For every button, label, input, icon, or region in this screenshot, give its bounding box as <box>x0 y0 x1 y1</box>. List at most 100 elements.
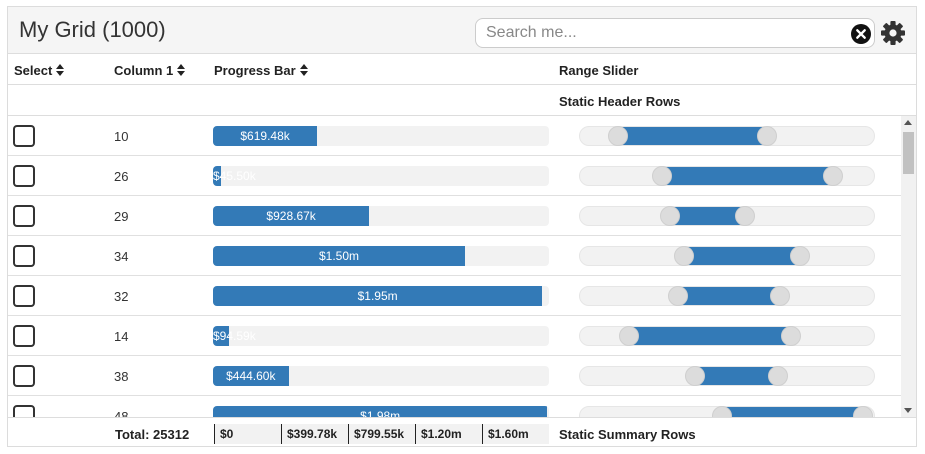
range-slider[interactable] <box>579 206 875 226</box>
range-selection <box>661 167 833 185</box>
progress-label: $619.48k <box>240 129 290 143</box>
progress-bar: $1.50m <box>213 246 549 266</box>
column1-cell: 29 <box>114 209 129 224</box>
range-slider[interactable] <box>579 246 875 266</box>
progress-fill: $444.60k <box>213 366 289 386</box>
range-handle-high[interactable] <box>734 206 755 226</box>
progress-summary: $0 $399.78k $799.55k $1.20m $1.60m <box>214 424 549 444</box>
range-slider[interactable] <box>579 366 875 386</box>
grid-body: 10 $619.48k 26 $45.50k 29 $928.67k 34 $1.50m 32 $… <box>8 116 901 417</box>
row-select-checkbox[interactable] <box>13 325 35 347</box>
scroll-up-arrow-icon[interactable] <box>904 120 912 125</box>
range-selection <box>694 367 778 385</box>
range-handle-low[interactable] <box>673 246 694 266</box>
range-selection <box>683 247 800 265</box>
table-row: 29 $928.67k <box>8 196 901 236</box>
row-select-checkbox[interactable] <box>13 165 35 187</box>
column1-cell: 32 <box>114 289 129 304</box>
range-handle-high[interactable] <box>767 366 788 386</box>
range-selection <box>678 287 781 305</box>
column1-cell: 14 <box>114 329 129 344</box>
column-header-range: Range Slider <box>559 63 639 78</box>
table-row: 10 $619.48k <box>8 116 901 156</box>
row-select-checkbox[interactable] <box>13 245 35 267</box>
range-handle-low[interactable] <box>618 326 639 346</box>
progress-bar: $1.98m <box>213 406 549 417</box>
progress-bar: $444.60k <box>213 366 549 386</box>
table-row: 34 $1.50m <box>8 236 901 276</box>
range-handle-high[interactable] <box>770 286 791 306</box>
progress-bar: $45.50k <box>213 166 549 186</box>
scroll-thumb[interactable] <box>903 132 914 174</box>
range-slider[interactable] <box>579 286 875 306</box>
scroll-down-arrow-icon[interactable] <box>904 408 912 413</box>
column-header-column1[interactable]: Column 1 <box>114 63 186 78</box>
row-select-checkbox[interactable] <box>13 125 35 147</box>
range-handle-high[interactable] <box>789 246 810 266</box>
range-slider[interactable] <box>579 406 875 417</box>
progress-fill: $94.59k <box>213 326 256 346</box>
column-header-select[interactable]: Select <box>14 63 65 78</box>
static-header-label: Static Header Rows <box>559 94 681 109</box>
summary-tick: $1.20m <box>415 424 482 444</box>
row-select-checkbox[interactable] <box>13 365 35 387</box>
range-handle-low[interactable] <box>651 166 672 186</box>
range-handle-high[interactable] <box>756 126 777 146</box>
grid-title-bar: My Grid (1000) <box>8 7 916 54</box>
range-handle-high[interactable] <box>822 166 843 186</box>
range-handle-low[interactable] <box>660 206 681 226</box>
progress-label: $444.60k <box>226 369 276 383</box>
grid-title: My Grid (1000) <box>19 17 166 42</box>
gear-icon[interactable] <box>880 20 906 46</box>
progress-fill: $1.50m <box>213 246 465 266</box>
table-row: 38 $444.60k <box>8 356 901 396</box>
total-summary: Total: 25312 <box>115 427 190 442</box>
row-select-checkbox[interactable] <box>13 405 35 417</box>
range-handle-high[interactable] <box>853 406 874 417</box>
column1-cell: 38 <box>114 369 129 384</box>
row-select-checkbox[interactable] <box>13 285 35 307</box>
range-slider[interactable] <box>579 126 875 146</box>
data-grid: My Grid (1000) Select <box>7 6 917 447</box>
progress-label: $45.50k <box>213 169 256 183</box>
progress-label: $94.59k <box>213 329 256 343</box>
range-handle-low[interactable] <box>668 286 689 306</box>
range-slider[interactable] <box>579 166 875 186</box>
footer-row: Total: 25312 $0 $399.78k $799.55k $1.20m $1.… <box>8 417 916 446</box>
column1-cell: 10 <box>114 129 129 144</box>
progress-fill: $1.98m <box>213 406 548 417</box>
range-selection <box>670 207 745 225</box>
column-header-progress[interactable]: Progress Bar <box>214 63 308 78</box>
column1-cell: 26 <box>114 169 129 184</box>
progress-fill: $619.48k <box>213 126 318 146</box>
table-row: 26 $45.50k <box>8 156 901 196</box>
range-selection <box>628 327 792 345</box>
row-select-checkbox[interactable] <box>13 205 35 227</box>
vertical-scrollbar[interactable] <box>901 116 916 417</box>
progress-bar: $619.48k <box>213 126 549 146</box>
summary-tick: $1.60m <box>482 424 549 444</box>
summary-tick: $0 <box>214 424 281 444</box>
progress-bar: $1.95m <box>213 286 549 306</box>
sort-icon <box>299 64 308 76</box>
progress-fill: $45.50k <box>213 166 256 186</box>
progress-label: $1.98m <box>360 409 401 417</box>
table-row: 32 $1.95m <box>8 276 901 316</box>
table-row: 14 $94.59k <box>8 316 901 356</box>
progress-label: $928.67k <box>266 209 316 223</box>
range-handle-high[interactable] <box>781 326 802 346</box>
summary-tick: $799.55k <box>348 424 415 444</box>
clear-search-icon[interactable] <box>851 24 871 44</box>
sort-icon <box>56 64 65 76</box>
range-handle-low[interactable] <box>684 366 705 386</box>
static-summary-label: Static Summary Rows <box>559 427 696 442</box>
column1-cell: 34 <box>114 249 129 264</box>
search-input[interactable] <box>476 19 846 47</box>
progress-bar: $928.67k <box>213 206 549 226</box>
range-handle-low[interactable] <box>607 126 628 146</box>
column1-cell: 48 <box>114 409 129 417</box>
progress-label: $1.50m <box>318 249 360 263</box>
progress-fill: $928.67k <box>213 206 370 226</box>
range-slider[interactable] <box>579 326 875 346</box>
progress-fill: $1.95m <box>213 286 543 306</box>
